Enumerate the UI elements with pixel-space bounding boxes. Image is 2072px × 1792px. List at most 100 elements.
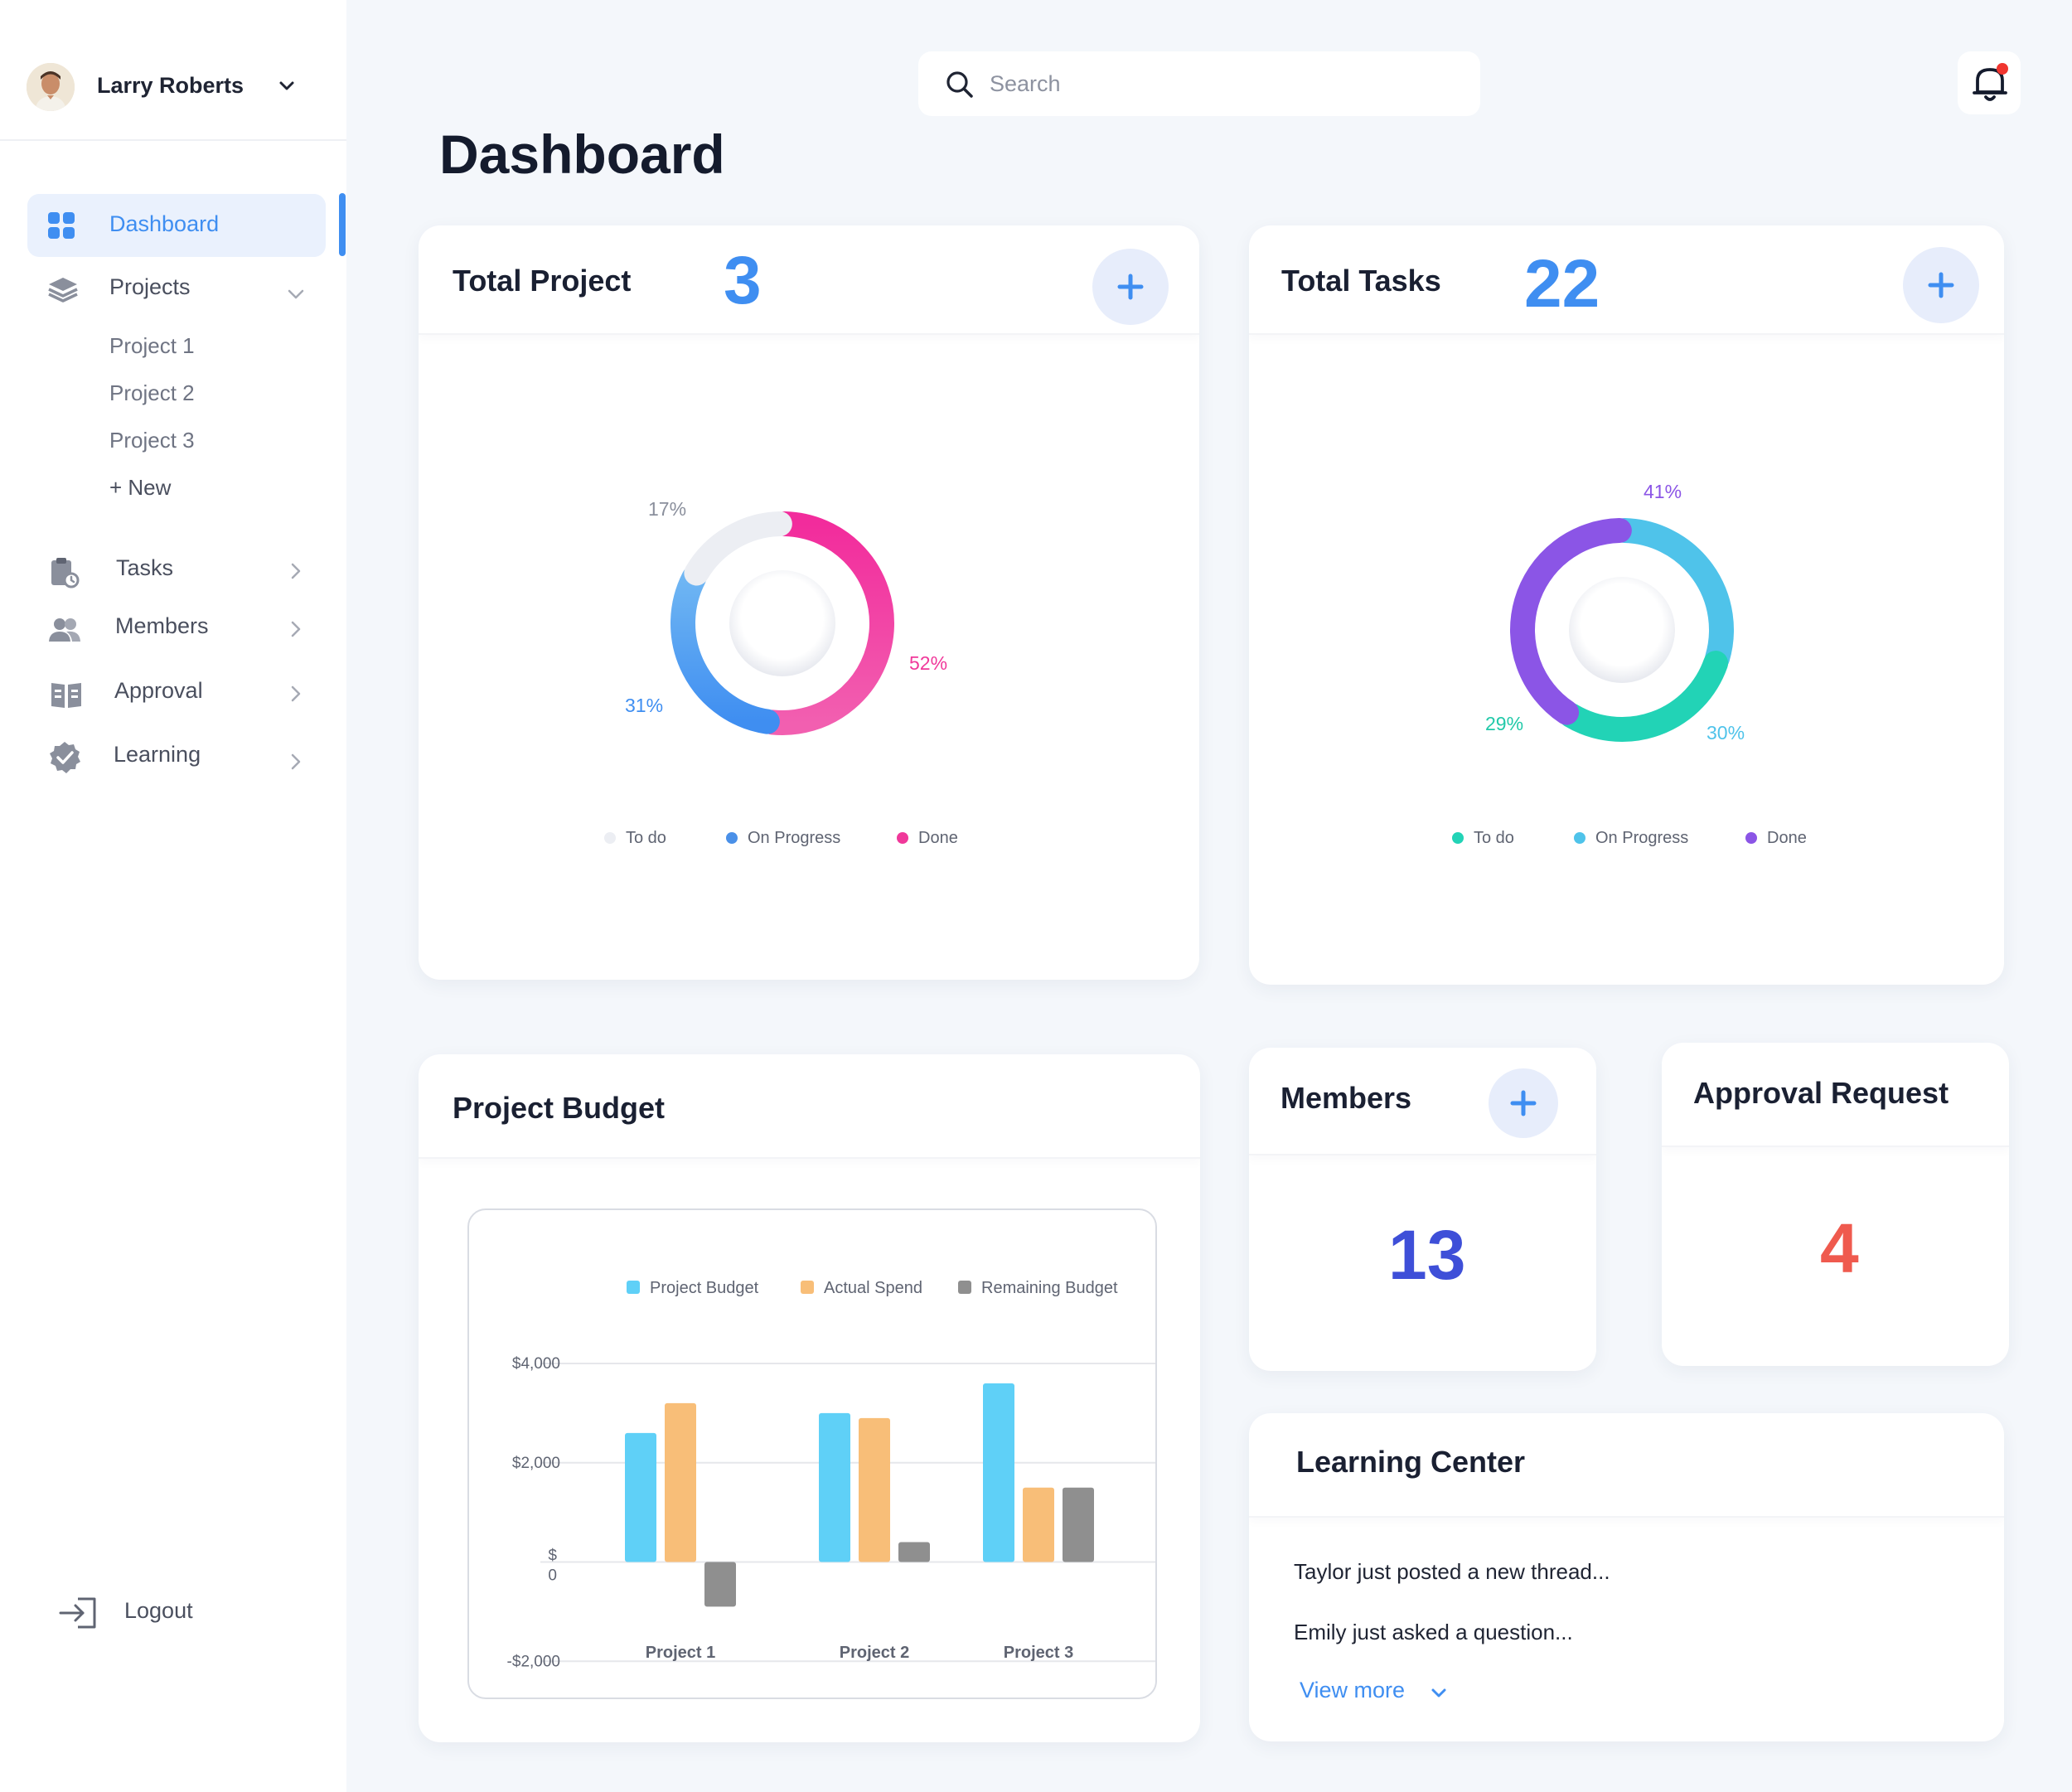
search-icon — [946, 71, 973, 98]
add-task-button[interactable] — [1903, 247, 1979, 323]
user-name[interactable]: Larry Roberts — [97, 73, 244, 98]
sidebar-item-tasks[interactable]: Tasks — [0, 545, 346, 595]
book-open-icon — [51, 683, 81, 708]
plus-icon — [1928, 272, 1954, 298]
legend-swatch — [604, 832, 616, 844]
sidebar-subitem-project-1[interactable]: Project 1 — [109, 333, 195, 358]
bar-remaining-budget-project-2 — [898, 1542, 930, 1562]
legend-label: Project Budget — [650, 1279, 759, 1297]
legend-done: Done — [897, 829, 958, 848]
bar-actual-spend-project-2 — [859, 1417, 890, 1562]
approval-request-card: Approval Request 4 — [1662, 1043, 2009, 1366]
total-tasks-donut-chart — [1510, 518, 1734, 742]
chevron-right-icon[interactable] — [285, 683, 307, 705]
total-project-donut-chart — [670, 511, 894, 735]
y-tick-label: $4,000 — [512, 1355, 560, 1373]
sidebar-item-learning[interactable]: Learning — [0, 731, 346, 781]
card-title: Total Project — [453, 264, 632, 298]
feed-item[interactable]: Emily just asked a question... — [1294, 1620, 1573, 1644]
total-tasks-count: 22 — [1524, 246, 1600, 322]
sidebar-item-projects[interactable]: Projects — [0, 264, 346, 313]
total-project-count: 3 — [724, 243, 762, 318]
bar-remaining-budget-project-3 — [1063, 1487, 1094, 1562]
bar-remaining-budget-project-1 — [704, 1562, 736, 1607]
sidebar-item-members[interactable]: Members — [0, 603, 346, 653]
logout-button[interactable]: Logout — [58, 1591, 274, 1635]
sidebar-item-label: Approval — [114, 678, 203, 703]
sidebar-subitem-new-project[interactable]: + New — [109, 475, 172, 500]
grid-icon — [48, 212, 75, 239]
add-project-button[interactable] — [1092, 249, 1169, 325]
layers-icon — [48, 278, 78, 303]
donut-label-done: 52% — [909, 652, 948, 674]
legend-label: Remaining Budget — [981, 1279, 1118, 1297]
bell-icon — [1973, 63, 2008, 101]
page-title: Dashboard — [439, 124, 725, 185]
donut-center — [1569, 577, 1675, 683]
x-tick-label: Project 2 — [840, 1644, 909, 1662]
sidebar-subitem-project-3[interactable]: Project 3 — [109, 428, 195, 453]
legend-swatch — [801, 1281, 814, 1294]
legend-todo: To do — [604, 829, 666, 848]
card-header — [419, 225, 1199, 335]
chevron-right-icon[interactable] — [285, 751, 307, 772]
legend-todo: To do — [1452, 829, 1514, 848]
donut-segments — [1510, 518, 1734, 742]
legend-on-progress: On Progress — [726, 829, 840, 848]
legend-swatch — [627, 1281, 640, 1294]
notification-dot — [1997, 63, 2008, 75]
donut-label-todo: 17% — [648, 498, 687, 520]
chevron-down-icon[interactable] — [285, 283, 307, 305]
logout-icon — [59, 1597, 96, 1629]
sidebar-item-label: Tasks — [116, 555, 174, 580]
card-header — [1249, 1413, 2004, 1518]
donut-segment-to-do — [684, 511, 792, 586]
x-tick-label: Project 1 — [646, 1644, 715, 1662]
chevron-right-icon[interactable] — [285, 618, 307, 640]
donut-label-on-progress: 30% — [1706, 722, 1745, 743]
donut-segment-on-progress — [670, 564, 780, 734]
verified-badge-icon — [50, 742, 80, 773]
bar-actual-spend-project-1 — [665, 1402, 696, 1562]
view-more-link[interactable]: View more — [1300, 1678, 1446, 1703]
sidebar-subitem-project-2[interactable]: Project 2 — [109, 380, 195, 405]
logout-label: Logout — [124, 1598, 193, 1623]
sidebar-item-approval[interactable]: Approval — [0, 668, 346, 718]
clipboard-clock-icon — [51, 558, 80, 588]
bar-project-budget-project-1 — [625, 1432, 656, 1562]
sidebar-item-label: Dashboard — [109, 211, 220, 236]
donut-segments — [670, 511, 894, 735]
members-card: Members 13 — [1249, 1048, 1596, 1371]
sidebar-item-label: Learning — [114, 742, 201, 767]
search-bar[interactable] — [918, 51, 1480, 116]
y-tick-label: $2,000 — [512, 1455, 560, 1472]
card-title: Members — [1280, 1081, 1412, 1115]
y-tick-label: 0 — [548, 1567, 557, 1585]
search-input[interactable] — [990, 66, 1454, 101]
donut-label-done: 41% — [1644, 481, 1682, 502]
chevron-down-icon[interactable] — [275, 75, 298, 98]
user-menu[interactable]: Larry Roberts — [0, 0, 346, 141]
card-header — [419, 1054, 1200, 1159]
members-count: 13 — [1388, 1216, 1466, 1294]
legend-done: Done — [1745, 829, 1807, 848]
bar-project-budget-project-3 — [983, 1383, 1014, 1562]
card-header — [1249, 1048, 1596, 1155]
avatar[interactable] — [27, 63, 75, 111]
x-tick-label: Project 3 — [1004, 1644, 1073, 1662]
sidebar-item-label: Members — [115, 613, 209, 638]
sidebar-item-dashboard[interactable]: Dashboard — [27, 194, 326, 257]
legend-swatch — [726, 832, 738, 844]
donut-segment-to-do — [1558, 651, 1729, 742]
donut-segment-done — [1510, 518, 1632, 725]
card-title: Approval Request — [1693, 1076, 1949, 1110]
feed-item[interactable]: Taylor just posted a new thread... — [1294, 1559, 1610, 1584]
legend-swatch — [897, 832, 908, 844]
notifications-button[interactable] — [1958, 51, 2021, 114]
legend-swatch — [1745, 832, 1757, 844]
legend-swatch — [1574, 832, 1585, 844]
legend-label: Actual Spend — [824, 1279, 922, 1297]
chevron-right-icon[interactable] — [285, 560, 307, 582]
add-member-button[interactable] — [1489, 1068, 1558, 1138]
